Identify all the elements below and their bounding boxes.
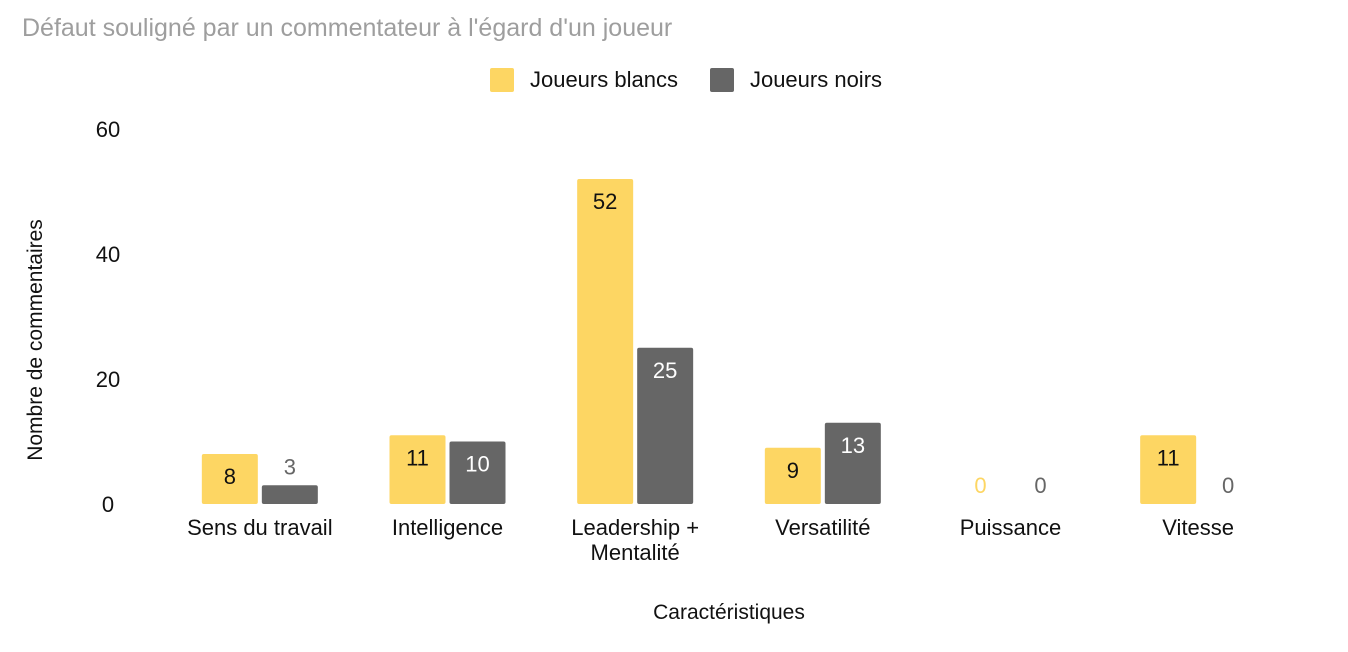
x-tick-label: Intelligence — [392, 515, 503, 540]
bar — [637, 347, 694, 504]
bar — [1140, 435, 1197, 504]
legend-swatch-white-players — [489, 68, 514, 92]
data-label: 0 — [974, 473, 986, 498]
y-tick-label: 60 — [96, 117, 120, 142]
data-label: 11 — [1157, 445, 1180, 470]
legend: Joueurs blancs Joueurs noirs — [0, 67, 1348, 93]
data-label: 3 — [284, 454, 296, 479]
legend-label-white-players: Joueurs blancs — [529, 67, 678, 92]
bar — [389, 435, 446, 504]
data-label: 25 — [653, 358, 677, 383]
legend-swatch-black-players — [709, 68, 734, 92]
data-label: 52 — [593, 189, 617, 214]
legend-item-white-players[interactable]: Joueurs blancs — [489, 67, 678, 93]
bar — [824, 422, 881, 504]
x-tick-label: Sens du travail — [187, 515, 333, 540]
bar — [201, 454, 258, 504]
x-tick-label: Leadership + Mentalité — [571, 515, 699, 565]
x-tick-label: Versatilité — [775, 515, 870, 540]
legend-label-black-players: Joueurs noirs — [749, 67, 883, 92]
data-label: 10 — [465, 452, 489, 477]
data-label: 13 — [841, 433, 865, 458]
bar — [577, 179, 634, 504]
data-label: 0 — [1034, 473, 1046, 498]
data-label: 11 — [406, 445, 429, 470]
bar — [449, 441, 506, 504]
x-axis-label: Caractéristiques — [653, 601, 805, 624]
y-axis-label: Nombre de commentaires — [24, 219, 47, 461]
bar — [764, 447, 821, 504]
y-tick-label: 40 — [96, 242, 120, 267]
legend-item-black-players[interactable]: Joueurs noirs — [709, 67, 883, 93]
bar — [261, 485, 318, 504]
x-tick-label: Puissance — [960, 515, 1062, 540]
data-label: 0 — [1222, 473, 1234, 498]
y-tick-label: 20 — [96, 367, 120, 392]
y-tick-label: 0 — [102, 492, 114, 517]
data-label: 9 — [787, 458, 799, 483]
data-label: 8 — [224, 464, 236, 489]
x-tick-label: Vitesse — [1162, 515, 1234, 540]
chart-title: Défaut souligné par un commentateur à l'… — [22, 14, 673, 42]
